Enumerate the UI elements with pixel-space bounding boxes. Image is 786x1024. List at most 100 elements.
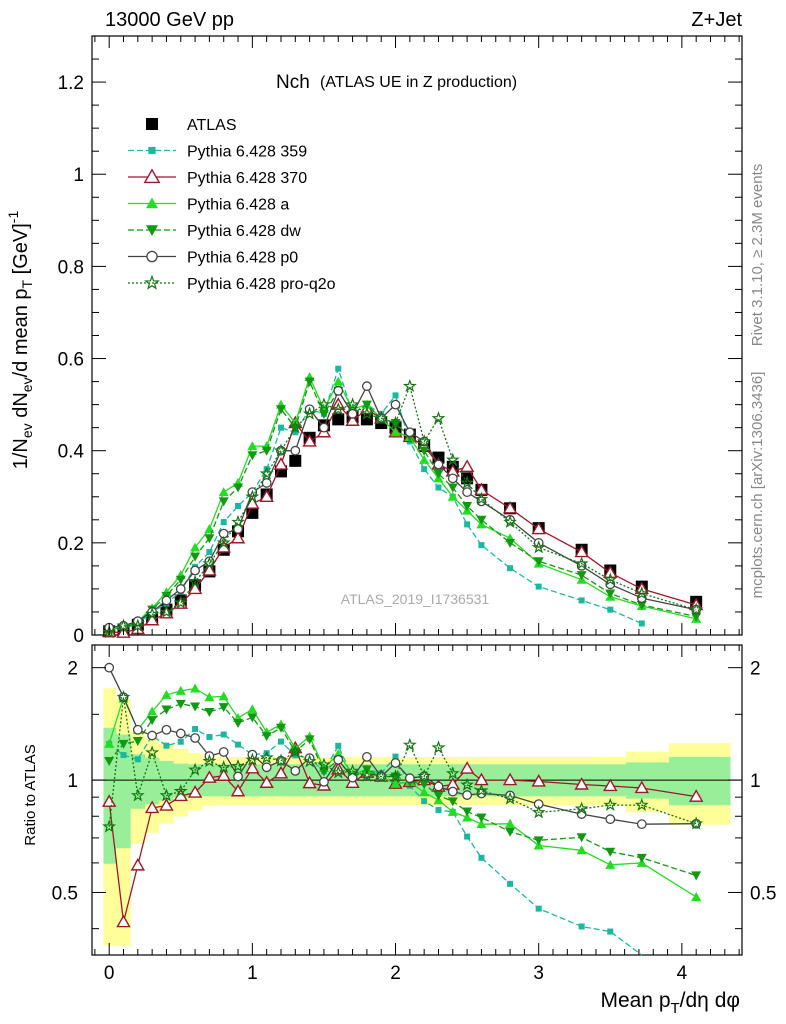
ratio-point — [102, 819, 117, 833]
y-tick-label: 0.2 — [58, 534, 84, 555]
ratio-point — [273, 765, 289, 779]
data-point — [319, 422, 329, 433]
ratio-point — [116, 914, 131, 928]
ratio-point — [576, 833, 587, 843]
ratio-point — [531, 805, 546, 819]
data-point — [503, 514, 517, 529]
ratio-series-4 — [104, 699, 702, 881]
ratio-point — [476, 813, 487, 823]
ratio-point — [605, 847, 616, 857]
ratio-point — [505, 818, 516, 828]
legend-entry-label: Pythia 6.428 a — [187, 197, 289, 214]
data-point — [261, 446, 272, 456]
ratio-point — [163, 742, 170, 749]
data-point — [447, 491, 458, 501]
data-point — [634, 586, 649, 600]
data-point — [447, 483, 458, 493]
data-point — [161, 595, 172, 606]
y-tick-label: 1 — [73, 165, 84, 186]
ratio-point — [261, 762, 272, 773]
data-point — [392, 392, 399, 399]
ratio-point — [204, 707, 215, 717]
ratio-point — [317, 757, 331, 771]
data-point — [246, 506, 259, 519]
data-point — [421, 466, 428, 473]
ratio-point — [335, 742, 342, 749]
ratio-point — [173, 784, 188, 798]
ratio-point — [220, 731, 227, 738]
data-point — [187, 581, 203, 595]
legend-entry-label: Pythia 6.428 359 — [187, 144, 307, 161]
data-point — [261, 478, 272, 488]
x-tick-label: 0 — [104, 963, 115, 984]
ratio-point — [390, 758, 401, 768]
ratio-point — [261, 732, 272, 742]
data-point — [402, 378, 417, 393]
ratio-point — [360, 768, 374, 782]
ratio-point — [175, 699, 186, 709]
data-point — [502, 500, 518, 514]
axis-ticks: 0 1 2 3 4 0 0.2 0.4 0.6 0.8 1 1.2 0.5 0.5 1 1 2 2 — [52, 36, 776, 984]
data-point — [345, 397, 360, 411]
ratio-point — [390, 778, 401, 788]
ratio-point — [421, 798, 428, 805]
y-tick-label: 0.8 — [58, 257, 84, 278]
y-tick-label: 0.6 — [58, 350, 84, 371]
ratio-point — [402, 737, 417, 751]
data-point — [431, 411, 446, 425]
x-axis-label: Mean pT/dη dφ — [600, 989, 740, 1017]
ratio-point — [175, 728, 186, 739]
data-point — [220, 519, 227, 526]
ratio-point — [159, 788, 174, 802]
ratio-point — [190, 702, 201, 712]
ratio-plot-frame — [91, 644, 743, 956]
data-point — [374, 411, 389, 425]
data-point — [145, 607, 160, 621]
ratio-tick-label-right: 1 — [750, 771, 761, 792]
ratio-line — [108, 728, 643, 956]
ratio-point — [247, 713, 258, 723]
ratio-point — [447, 806, 458, 816]
ratio-point — [689, 816, 704, 830]
ratio-series — [101, 662, 704, 956]
data-point — [335, 365, 342, 372]
ratio-point — [462, 807, 473, 817]
series-line — [109, 366, 643, 632]
ratio-point — [231, 759, 245, 773]
ratio-point — [190, 733, 200, 743]
legend-swatch-marker — [146, 197, 158, 209]
data-point — [204, 524, 215, 534]
legend-swatch-marker — [146, 250, 158, 263]
data-point — [190, 542, 201, 552]
data-point — [460, 475, 474, 489]
data-point — [144, 612, 160, 626]
data-point — [333, 376, 344, 386]
ratio-point — [190, 683, 201, 693]
data-point — [247, 441, 258, 451]
data-point — [347, 408, 358, 419]
data-point — [388, 415, 403, 429]
ratio-point — [144, 800, 160, 814]
y-axis-label: 1/Nev dNev/d mean pT [GeV]-1 — [5, 211, 35, 470]
data-point — [175, 584, 186, 594]
data-point — [462, 501, 473, 511]
ratio-point — [235, 741, 242, 748]
ratio-point — [688, 789, 704, 802]
data-point — [302, 406, 317, 420]
ratio-point — [245, 752, 260, 766]
data-point — [247, 451, 258, 461]
ratio-point — [216, 760, 231, 774]
ratio-point — [634, 797, 649, 811]
legend-swatch-marker — [146, 118, 158, 130]
data-point — [289, 454, 302, 467]
data-point — [130, 618, 145, 632]
ratio-point — [634, 780, 649, 794]
ratio-point — [462, 812, 473, 822]
data-point — [445, 452, 460, 466]
ratio-point — [507, 880, 514, 887]
data-point — [404, 427, 415, 438]
ratio-point — [574, 801, 589, 815]
ratio-point — [447, 797, 458, 807]
ratio-point — [607, 928, 614, 935]
